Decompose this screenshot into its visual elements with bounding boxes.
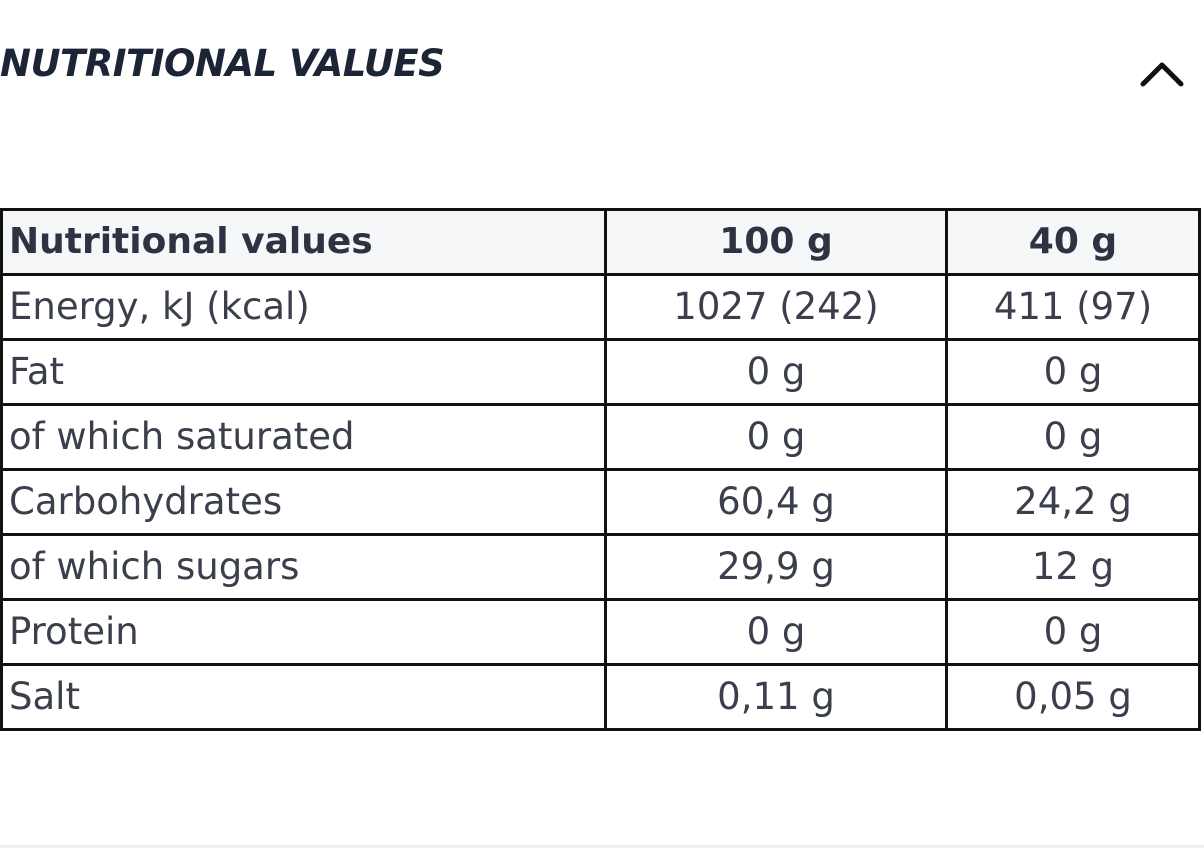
value-per-100g: 0 g [604, 338, 948, 406]
value-per-serving: 411 (97) [945, 273, 1201, 341]
nutrient-name: Salt [0, 663, 607, 731]
value-per-100g: 0 g [604, 598, 948, 666]
value-per-serving: 12 g [945, 533, 1201, 601]
nutrient-name: Energy, kJ (kcal) [0, 273, 607, 341]
table-row: Protein 0 g 0 g [0, 598, 1201, 666]
collapse-toggle-button[interactable] [1134, 50, 1190, 94]
nutrition-table: Nutritional values 100 g 40 g Energy, kJ… [0, 208, 1201, 731]
value-per-100g: 29,9 g [604, 533, 948, 601]
nutrient-name: Protein [0, 598, 607, 666]
column-header-nutrient: Nutritional values [0, 208, 607, 276]
accordion-header[interactable]: NUTRITIONAL VALUES [0, 0, 1204, 130]
nutrient-name: Carbohydrates [0, 468, 607, 536]
value-per-serving: 0 g [945, 598, 1201, 666]
value-per-serving: 0,05 g [945, 663, 1201, 731]
section-divider [0, 845, 1204, 848]
table-row: Carbohydrates 60,4 g 24,2 g [0, 468, 1201, 536]
table-row: Salt 0,11 g 0,05 g [0, 663, 1201, 731]
chevron-up-icon [1140, 62, 1184, 87]
table-row: of which sugars 29,9 g 12 g [0, 533, 1201, 601]
table-row: of which saturated 0 g 0 g [0, 403, 1201, 471]
value-per-serving: 24,2 g [945, 468, 1201, 536]
value-per-100g: 1027 (242) [604, 273, 948, 341]
value-per-100g: 0 g [604, 403, 948, 471]
value-per-serving: 0 g [945, 403, 1201, 471]
nutrient-name: Fat [0, 338, 607, 406]
nutrient-name: of which saturated [0, 403, 607, 471]
table-row: Fat 0 g 0 g [0, 338, 1201, 406]
value-per-serving: 0 g [945, 338, 1201, 406]
column-header-per-100g: 100 g [604, 208, 948, 276]
value-per-100g: 0,11 g [604, 663, 948, 731]
table-header-row: Nutritional values 100 g 40 g [0, 208, 1201, 276]
column-header-per-serving: 40 g [945, 208, 1201, 276]
value-per-100g: 60,4 g [604, 468, 948, 536]
nutrient-name: of which sugars [0, 533, 607, 601]
section-title: NUTRITIONAL VALUES [0, 42, 445, 85]
table-row: Energy, kJ (kcal) 1027 (242) 411 (97) [0, 273, 1201, 341]
